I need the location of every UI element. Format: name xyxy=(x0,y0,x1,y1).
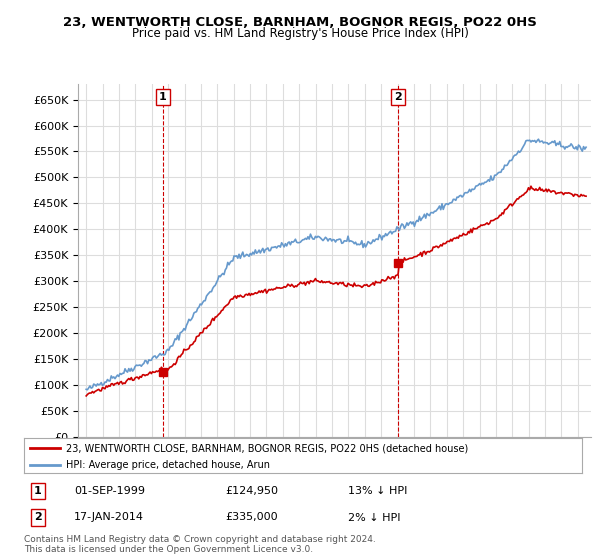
Text: 01-SEP-1999: 01-SEP-1999 xyxy=(74,486,145,496)
Text: 23, WENTWORTH CLOSE, BARNHAM, BOGNOR REGIS, PO22 0HS (detached house): 23, WENTWORTH CLOSE, BARNHAM, BOGNOR REG… xyxy=(66,443,468,453)
Text: 13% ↓ HPI: 13% ↓ HPI xyxy=(347,486,407,496)
Text: 1: 1 xyxy=(159,92,167,102)
Text: 2% ↓ HPI: 2% ↓ HPI xyxy=(347,512,400,522)
Text: £124,950: £124,950 xyxy=(225,486,278,496)
Text: 2: 2 xyxy=(34,512,42,522)
Text: £335,000: £335,000 xyxy=(225,512,278,522)
Text: 1: 1 xyxy=(34,486,42,496)
Text: 2: 2 xyxy=(394,92,402,102)
Text: HPI: Average price, detached house, Arun: HPI: Average price, detached house, Arun xyxy=(66,460,270,469)
Text: 17-JAN-2014: 17-JAN-2014 xyxy=(74,512,144,522)
Text: Price paid vs. HM Land Registry's House Price Index (HPI): Price paid vs. HM Land Registry's House … xyxy=(131,27,469,40)
Text: 23, WENTWORTH CLOSE, BARNHAM, BOGNOR REGIS, PO22 0HS: 23, WENTWORTH CLOSE, BARNHAM, BOGNOR REG… xyxy=(63,16,537,29)
Text: Contains HM Land Registry data © Crown copyright and database right 2024.
This d: Contains HM Land Registry data © Crown c… xyxy=(24,535,376,554)
